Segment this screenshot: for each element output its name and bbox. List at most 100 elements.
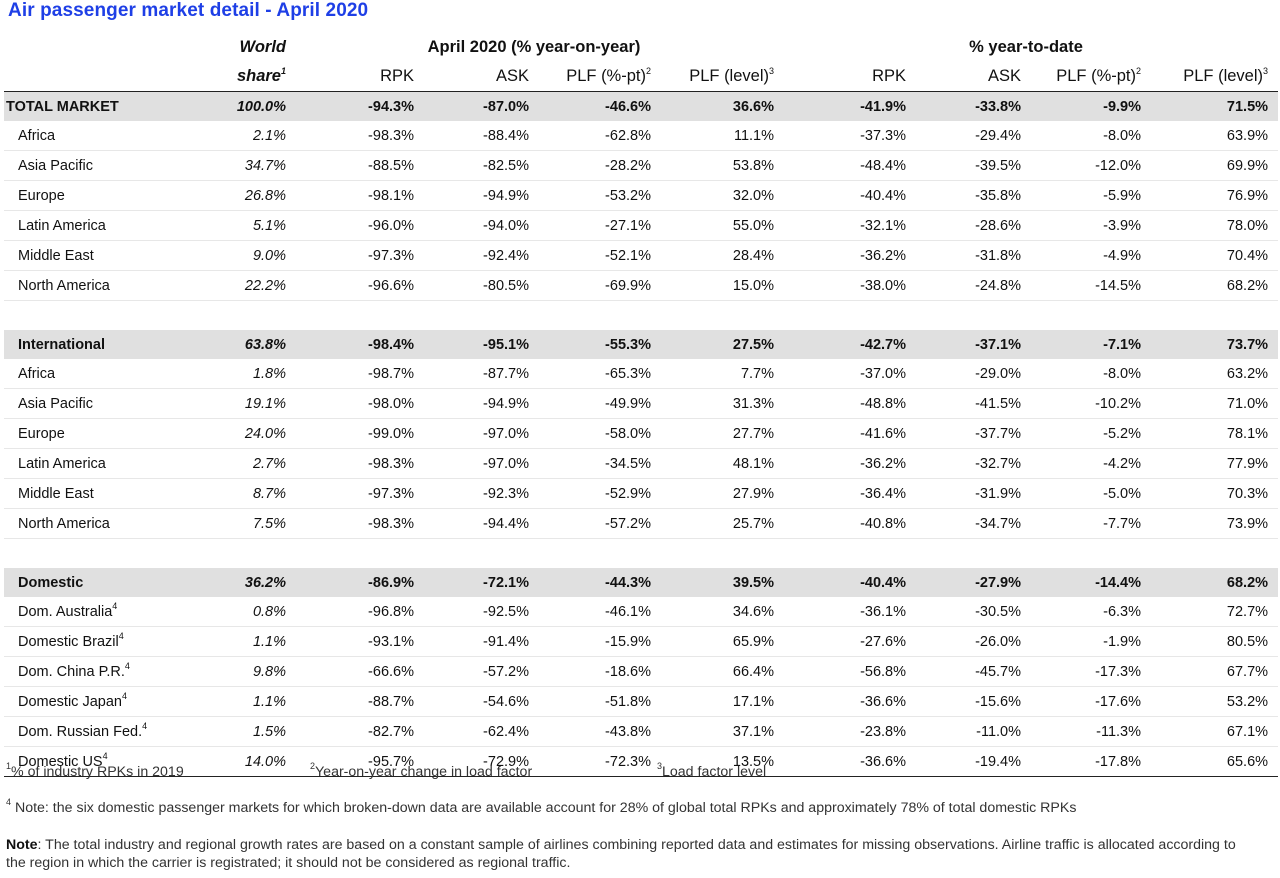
table-row: Dom. Russian Fed.4 1.5% -82.7% -62.4% -43.8%… (4, 716, 1279, 747)
plf-level-ytd-header: PLF (level)3 (1151, 62, 1279, 92)
value-cell: 73.9% (1151, 508, 1279, 539)
value-cell: -34.5% (539, 448, 661, 479)
world-share-cell: 1.5% (204, 716, 294, 747)
value-cell: 55.0% (661, 210, 785, 241)
value-cell: 31.3% (661, 388, 785, 419)
value-cell: -41.6% (784, 418, 917, 449)
value-cell: -82.7% (294, 716, 424, 747)
table-row: Africa 1.8% -98.7% -87.7% -65.3% 7.7% -37.0% -2… (4, 359, 1279, 389)
value-cell: -58.0% (539, 418, 661, 449)
header-row-2: share1 RPK ASK PLF (%-pt)2 PLF (level)3 … (4, 62, 1279, 92)
world-share-cell: 34.7% (204, 150, 294, 181)
value-cell: 32.0% (661, 180, 785, 211)
value-cell: -26.0% (916, 626, 1032, 657)
value-cell: -53.2% (539, 180, 661, 211)
value-cell: -49.9% (539, 388, 661, 419)
value-cell: 80.5% (1151, 626, 1279, 657)
row-label: Africa (4, 121, 204, 151)
value-cell: 69.9% (1151, 150, 1279, 181)
value-cell: 78.0% (1151, 210, 1279, 241)
value-cell: -17.6% (1031, 686, 1152, 717)
table-row: Asia Pacific 34.7% -88.5% -82.5% -28.2% 53.8%… (4, 150, 1279, 181)
value-cell: -14.4% (1031, 568, 1152, 597)
row-label: Asia Pacific (4, 388, 204, 419)
world-share-cell: 19.1% (204, 388, 294, 419)
value-cell: -95.7% (294, 746, 424, 777)
row-label: Domestic (4, 568, 204, 597)
value-cell: -96.8% (294, 597, 424, 627)
value-cell: -93.1% (294, 626, 424, 657)
value-cell: 68.2% (1151, 568, 1279, 597)
value-cell: 27.5% (661, 330, 785, 359)
value-cell: -36.2% (784, 240, 917, 271)
value-cell: 48.1% (661, 448, 785, 479)
page-title: Air passenger market detail - April 2020 (8, 0, 369, 21)
value-cell: 53.8% (661, 150, 785, 181)
value-cell: -6.3% (1031, 597, 1152, 627)
value-cell: 63.9% (1151, 121, 1279, 151)
world-share-cell: 36.2% (204, 568, 294, 597)
value-cell: 15.0% (661, 270, 785, 301)
value-cell: 70.3% (1151, 478, 1279, 509)
value-cell: -97.0% (424, 448, 539, 479)
value-cell: -41.5% (916, 388, 1032, 419)
value-cell: -29.4% (916, 121, 1032, 151)
value-cell: -72.1% (424, 568, 539, 597)
value-cell: -28.6% (916, 210, 1032, 241)
value-cell: -37.7% (916, 418, 1032, 449)
value-cell: -88.4% (424, 121, 539, 151)
table-row: North America 22.2% -96.6% -80.5% -69.9% 15.0… (4, 270, 1279, 301)
row-label: Dom. China P.R.4 (4, 656, 204, 687)
ask-ytd-header: ASK (916, 62, 1032, 92)
footnote-3: 3Load factor level (657, 761, 767, 781)
value-cell: -11.3% (1031, 716, 1152, 747)
value-cell: -14.5% (1031, 270, 1152, 301)
value-cell: 37.1% (661, 716, 785, 747)
rpk-ytd-header: RPK (784, 62, 917, 92)
value-cell: -40.4% (784, 568, 917, 597)
value-cell: -88.7% (294, 686, 424, 717)
world-share-cell: 14.0% (204, 746, 294, 777)
value-cell: 34.6% (661, 597, 785, 627)
value-cell: -34.7% (916, 508, 1032, 539)
header-row-1: World April 2020 (% year-on-year) % year… (4, 33, 1278, 62)
plf-level-header: PLF (level)3 (661, 62, 785, 92)
value-cell: -62.8% (539, 121, 661, 151)
value-cell: -36.4% (784, 478, 917, 509)
value-cell: 78.1% (1151, 418, 1279, 449)
section-row: TOTAL MARKET 100.0% -94.3% -87.0% -46.6% 36.6… (4, 91, 1279, 121)
value-cell: 77.9% (1151, 448, 1279, 479)
value-cell: -96.6% (294, 270, 424, 301)
world-share-cell: 63.8% (204, 330, 294, 359)
value-cell: 71.0% (1151, 388, 1279, 419)
row-label: International (4, 330, 204, 359)
value-cell: -5.0% (1031, 478, 1152, 509)
value-cell: -28.2% (539, 150, 661, 181)
note-paragraph: Note: The total industry and regional gr… (6, 837, 1236, 871)
ytd-group-header: % year-to-date (969, 38, 1083, 56)
value-cell: -94.4% (424, 508, 539, 539)
value-cell: -52.9% (539, 478, 661, 509)
value-cell: 66.4% (661, 656, 785, 687)
row-label: Domestic US4 (4, 746, 204, 777)
value-cell: -98.3% (294, 448, 424, 479)
table-row: Domestic US4 14.0% -95.7% -72.9% -72.3% 13.5%… (4, 746, 1279, 777)
value-cell: -33.8% (916, 91, 1032, 121)
value-cell: -8.0% (1031, 121, 1152, 151)
value-cell: 73.7% (1151, 330, 1279, 359)
value-cell: -69.9% (539, 270, 661, 301)
row-label: TOTAL MARKET (4, 91, 204, 121)
value-cell: -99.0% (294, 418, 424, 449)
row-label: Europe (4, 418, 204, 449)
value-cell: 76.9% (1151, 180, 1279, 211)
value-cell: -32.1% (784, 210, 917, 241)
world-share-cell: 5.1% (204, 210, 294, 241)
value-cell: -5.9% (1031, 180, 1152, 211)
value-cell: -8.0% (1031, 359, 1152, 389)
table-row: Europe 24.0% -99.0% -97.0% -58.0% 27.7% -41.6%… (4, 418, 1279, 449)
value-cell: -98.3% (294, 121, 424, 151)
world-share-cell: 22.2% (204, 270, 294, 301)
world-share-cell: 100.0% (204, 91, 294, 121)
value-cell: -7.7% (1031, 508, 1152, 539)
value-cell: -17.8% (1031, 746, 1152, 777)
